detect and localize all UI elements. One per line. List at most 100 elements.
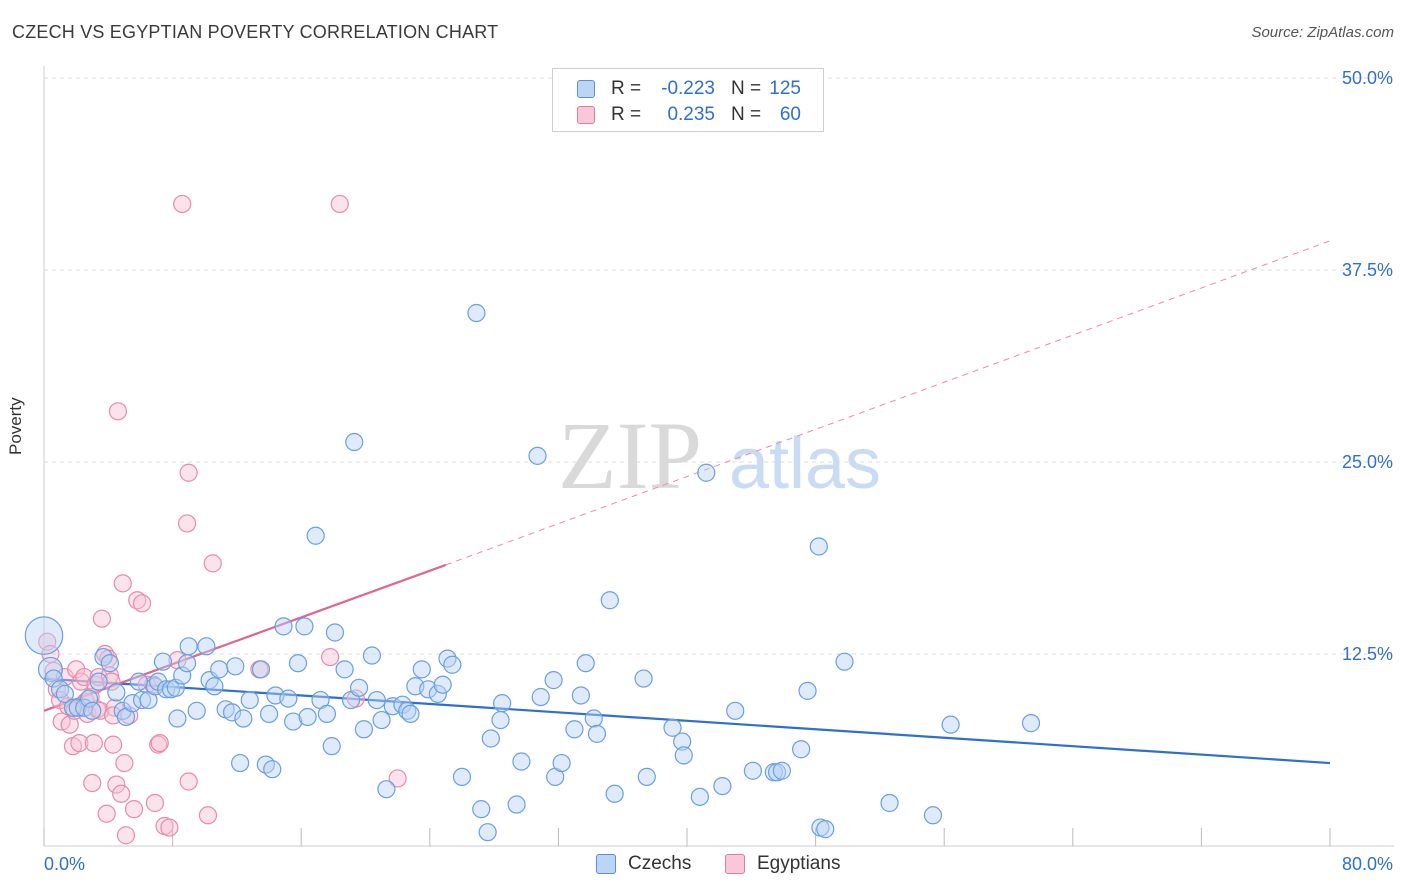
egyptians-point xyxy=(388,769,407,788)
czechs-point xyxy=(481,729,500,748)
czechs-point xyxy=(89,672,108,691)
czechs-point xyxy=(37,656,63,682)
czechs-point xyxy=(433,675,452,694)
czechs-point xyxy=(263,760,282,779)
y-tick-label: 12.5% xyxy=(1342,644,1393,664)
czechs-point xyxy=(83,701,102,720)
czechs-point xyxy=(673,732,692,751)
czechs-point xyxy=(226,657,245,676)
egyptians-point xyxy=(116,826,136,845)
egyptians-point xyxy=(179,772,198,791)
czechs-point xyxy=(478,823,497,842)
czechs-point xyxy=(367,690,386,710)
y-tick-label: 37.5% xyxy=(1342,260,1393,280)
egyptians-point xyxy=(150,733,169,753)
czechs-point xyxy=(279,689,298,708)
egyptians-swatch xyxy=(577,106,595,124)
watermark-atlas: atlas xyxy=(729,424,881,504)
czechs-point xyxy=(100,654,120,673)
czechs-point xyxy=(349,678,369,697)
egyptians-point xyxy=(97,804,116,823)
legend-box: R = -0.223 N = 125 R = 0.235 N = 60 xyxy=(552,68,824,132)
czechs-point xyxy=(674,746,693,765)
egyptians-point xyxy=(115,753,134,773)
czechs-point xyxy=(132,690,152,710)
czechs-point xyxy=(129,672,148,691)
czechs-point xyxy=(177,654,197,673)
czechs-point xyxy=(419,680,438,699)
czechs-point xyxy=(600,591,619,610)
czechs-point xyxy=(335,660,354,679)
czechs-point xyxy=(288,654,308,673)
czechs-point xyxy=(240,690,259,710)
czechs-point xyxy=(1021,714,1041,733)
egyptians-legend-swatch xyxy=(725,854,745,874)
czechs-point xyxy=(835,652,854,671)
czechs-point xyxy=(552,753,571,773)
czechs-point xyxy=(507,795,526,814)
czechs-point xyxy=(493,694,512,713)
legend-n-value: 60 xyxy=(779,104,801,125)
czechs-point xyxy=(179,637,198,656)
gridlines xyxy=(44,77,1394,655)
czechs-point xyxy=(512,752,531,771)
axes xyxy=(43,66,1394,847)
czechs-point xyxy=(259,704,279,724)
egyptians-point xyxy=(104,735,123,754)
czechs-point xyxy=(584,709,603,728)
czechs-point xyxy=(274,617,293,636)
czechs-point xyxy=(816,820,835,839)
egyptians-point xyxy=(177,514,197,533)
czechs-point xyxy=(210,660,229,679)
egyptians-point xyxy=(128,591,147,610)
czechs-point xyxy=(345,432,364,452)
czechs-point xyxy=(412,660,431,679)
czechs-point xyxy=(187,701,206,720)
czechs-point xyxy=(251,660,271,679)
egyptians-point xyxy=(92,609,111,628)
czechs-point xyxy=(772,761,791,780)
czechs-point xyxy=(531,687,550,707)
czechs-point xyxy=(637,767,656,786)
czechs-point xyxy=(398,701,417,720)
egyptians-point xyxy=(84,733,103,753)
legend-n-value: 125 xyxy=(769,78,801,99)
egyptians-trend-extension xyxy=(445,240,1331,566)
czechs-legend-swatch xyxy=(596,854,616,874)
czechs-trend-line xyxy=(43,677,1331,765)
czechs-point xyxy=(472,800,491,819)
czechs-point xyxy=(428,684,447,704)
czechs-point xyxy=(726,701,745,720)
czechs-point xyxy=(634,669,653,688)
czechs-point xyxy=(354,720,373,739)
legend-n-label: N = xyxy=(731,78,762,99)
czechs-point xyxy=(372,710,391,730)
czechs-point xyxy=(443,655,462,674)
egyptians-point xyxy=(198,806,218,825)
czechs-point xyxy=(467,303,486,323)
egyptians-point xyxy=(102,672,121,691)
czechs-point xyxy=(222,703,242,722)
czechs-point xyxy=(809,537,828,556)
czechs-point xyxy=(322,737,341,756)
czechs-point xyxy=(205,677,224,696)
egyptians-point xyxy=(113,574,132,593)
chart-title: CZECH VS EGYPTIAN POVERTY CORRELATION CH… xyxy=(12,22,499,42)
czechs-point xyxy=(528,446,547,465)
egyptians-trend-line xyxy=(43,563,447,712)
egyptians-point xyxy=(145,793,165,813)
czechs-point xyxy=(697,463,716,482)
legend-r-value: -0.223 xyxy=(661,78,715,99)
egyptians-point xyxy=(321,647,340,667)
czechs-point xyxy=(491,710,510,730)
legend-r-value: 0.235 xyxy=(667,104,715,125)
egyptians-point xyxy=(179,463,198,482)
czechs-point xyxy=(153,652,173,671)
czechs-point xyxy=(587,724,607,743)
czechs-point xyxy=(452,767,472,786)
source-credit: Source: ZipAtlas.com xyxy=(1251,24,1394,41)
czechs-point xyxy=(605,784,624,803)
egyptians-point xyxy=(70,733,89,753)
czechs-point xyxy=(306,526,325,545)
